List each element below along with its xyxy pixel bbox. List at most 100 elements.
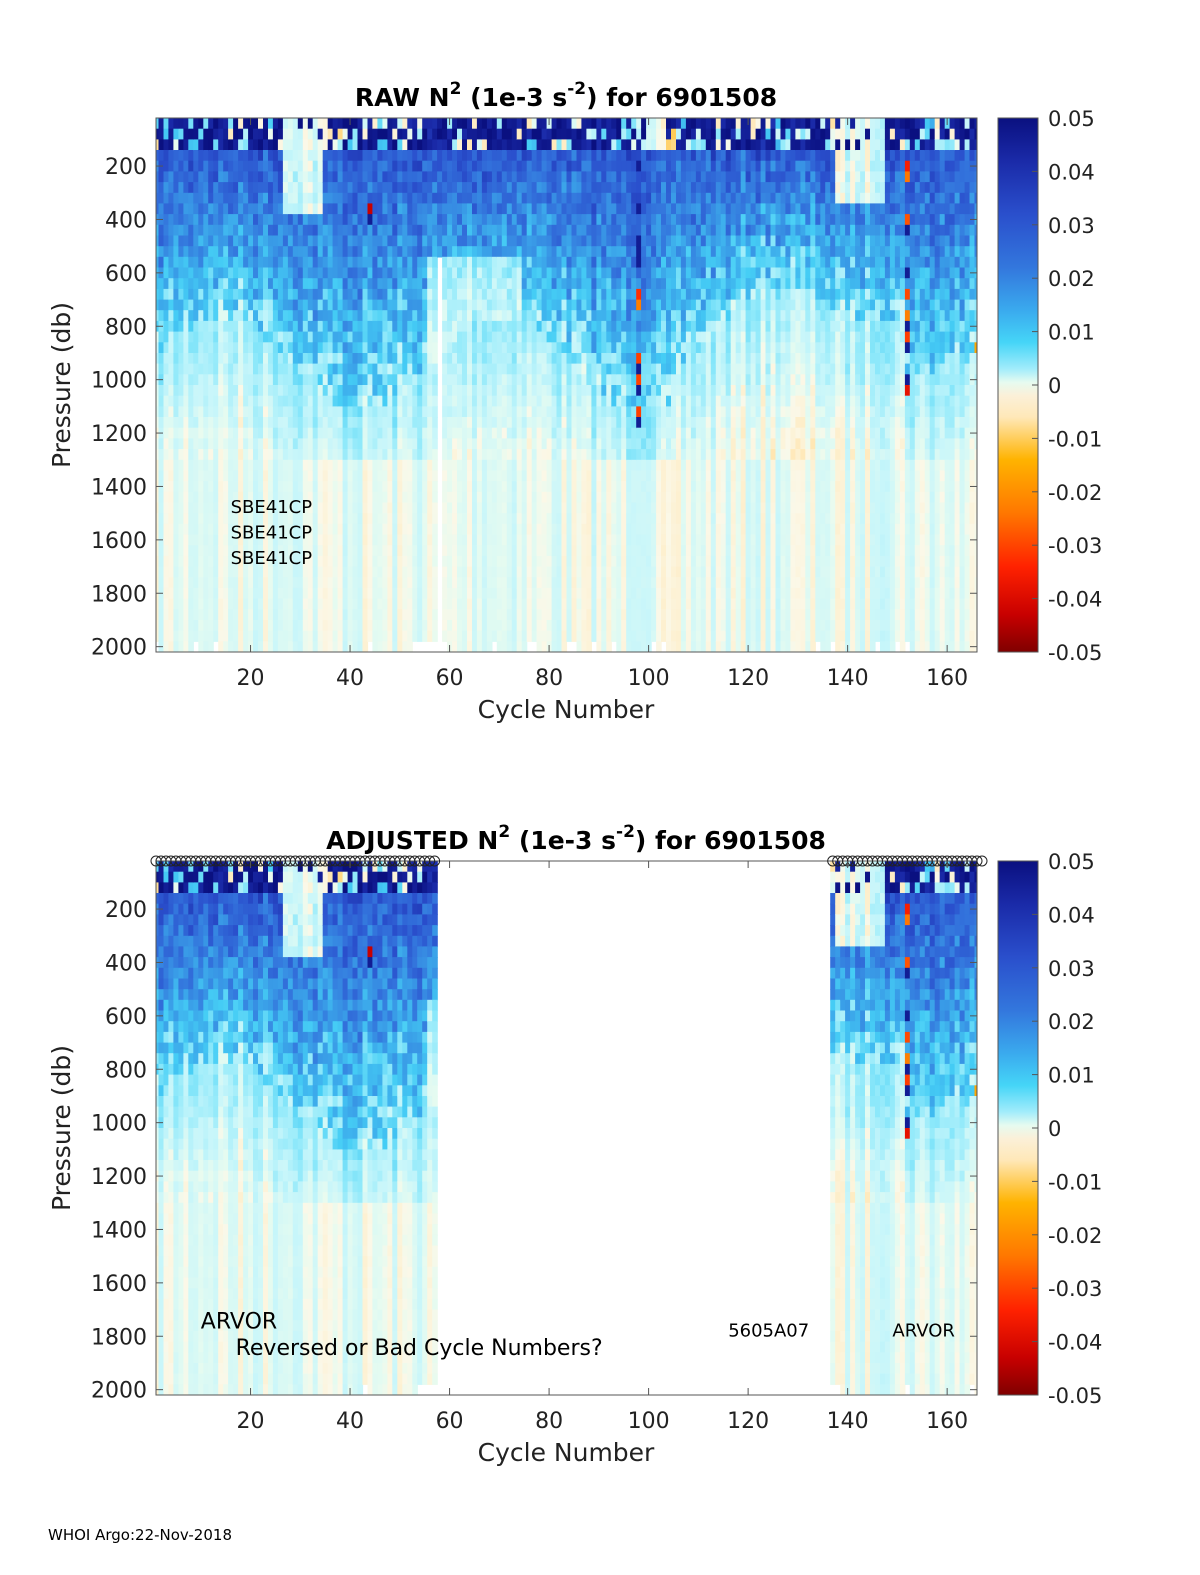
heatmap-cell [248, 320, 254, 333]
heatmap-cell [173, 641, 179, 652]
heatmap-cell [332, 150, 339, 162]
heatmap-cell [591, 224, 597, 237]
heatmap-cell [571, 598, 578, 610]
heatmap-cell [352, 214, 359, 226]
heatmap-cell [641, 481, 647, 493]
heatmap-cell [322, 128, 329, 140]
heatmap-cell [506, 363, 513, 375]
heatmap-cell [442, 427, 448, 439]
heatmap-cell [496, 267, 503, 279]
heatmap-cell [272, 641, 279, 652]
heatmap-cell [496, 609, 503, 621]
heatmap-cell [367, 491, 374, 504]
heatmap-cell [536, 502, 543, 514]
heatmap-cell [616, 331, 622, 343]
heatmap-cell [521, 641, 528, 652]
heatmap-cell [556, 587, 563, 600]
heatmap-cell [238, 587, 244, 600]
heatmap-cell [193, 481, 199, 493]
heatmap-cell [641, 641, 647, 652]
heatmap-cell [238, 491, 244, 504]
heatmap-cell [367, 587, 374, 600]
heatmap-cell [412, 192, 418, 205]
heatmap-cell [233, 353, 239, 365]
heatmap-cell [213, 417, 219, 429]
heatmap-cell [208, 278, 214, 290]
heatmap-cell [631, 587, 637, 600]
heatmap-cell [168, 235, 174, 247]
heatmap-cell [476, 128, 483, 140]
heatmap-cell [462, 545, 468, 557]
heatmap-cell [322, 395, 329, 407]
heatmap-cell [581, 449, 587, 461]
heatmap-cell [496, 160, 503, 172]
heatmap-cell [581, 513, 587, 525]
heatmap-cell [228, 534, 234, 546]
heatmap-cell [248, 246, 254, 258]
heatmap-cell [347, 534, 354, 546]
heatmap-cell [342, 235, 349, 247]
heatmap-cell [462, 299, 468, 311]
heatmap-cell [641, 513, 647, 525]
heatmap-cell [611, 555, 617, 568]
heatmap-cell [546, 523, 553, 536]
heatmap-cell [272, 406, 279, 418]
heatmap-cell [571, 459, 578, 472]
heatmap-cell [322, 160, 329, 172]
heatmap-cell [163, 449, 170, 461]
heatmap-cell [427, 555, 433, 568]
heatmap-cell [601, 406, 607, 418]
heatmap-cell [203, 267, 209, 279]
heatmap-cell [407, 395, 413, 407]
heatmap-cell [427, 353, 433, 365]
heatmap-cell [352, 630, 359, 642]
heatmap-cell [233, 481, 239, 493]
heatmap-cell [158, 598, 165, 610]
heatmap-cell [641, 139, 647, 151]
heatmap-cell [541, 160, 548, 172]
heatmap-cell [342, 598, 349, 610]
heatmap-cell [511, 182, 518, 194]
heatmap-cell [392, 534, 398, 546]
heatmap-cell [228, 299, 234, 311]
heatmap-cell [317, 406, 324, 418]
heatmap-cell [496, 256, 503, 269]
heatmap-cell [636, 534, 642, 546]
heatmap-cell [307, 331, 314, 343]
heatmap-cell [337, 214, 344, 226]
heatmap-cell [156, 331, 160, 343]
heatmap-cell [173, 150, 179, 162]
heatmap-cell [442, 555, 448, 568]
heatmap-cell [327, 374, 334, 386]
heatmap-cell [472, 182, 478, 194]
heatmap-cell [601, 566, 607, 578]
heatmap-cell [606, 118, 612, 130]
heatmap-cell [357, 459, 364, 472]
heatmap-cell [407, 481, 413, 493]
heatmap-cell [272, 459, 279, 472]
heatmap-cell [352, 160, 359, 172]
heatmap-cell [297, 566, 304, 578]
heatmap-cell [556, 288, 563, 301]
heatmap-cell [372, 459, 378, 472]
heatmap-cell [337, 417, 344, 429]
heatmap-cell [551, 182, 558, 194]
heatmap-cell [297, 470, 304, 482]
heatmap-cell [173, 299, 179, 311]
heatmap-cell [541, 523, 548, 536]
heatmap-cell [506, 630, 513, 642]
heatmap-cell [481, 534, 488, 546]
heatmap-cell [571, 577, 578, 589]
heatmap-cell [223, 203, 229, 215]
heatmap-cell [263, 235, 269, 247]
heatmap-cell [521, 459, 528, 472]
heatmap-cell [178, 299, 184, 311]
heatmap-cell [248, 160, 254, 172]
heatmap-cell [357, 609, 364, 621]
heatmap-cell [586, 353, 592, 365]
heatmap-cell [546, 353, 553, 365]
heatmap-cell [193, 459, 199, 472]
heatmap-cell [377, 224, 383, 237]
heatmap-cell [571, 192, 578, 205]
heatmap-cell [586, 342, 592, 354]
